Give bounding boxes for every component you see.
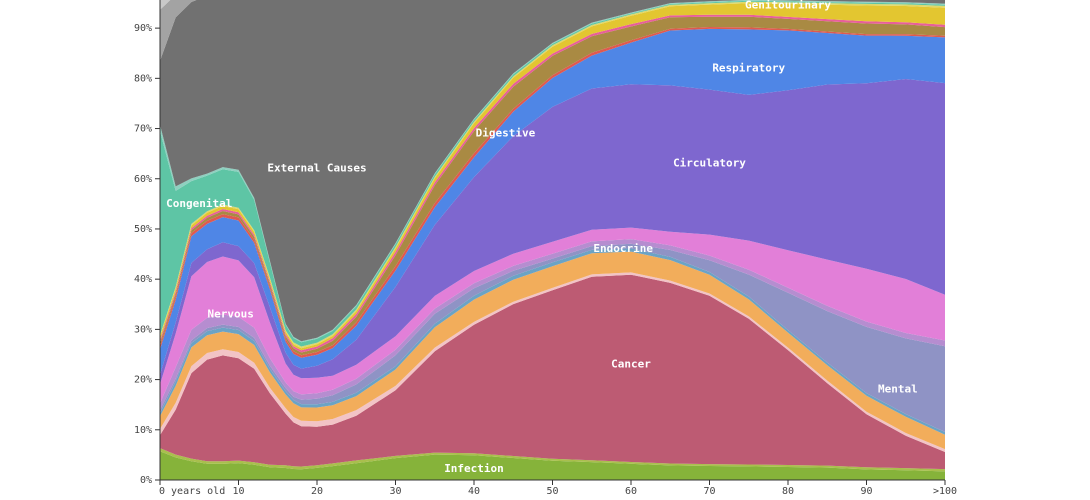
area-band-1[interactable]: [160, 448, 945, 472]
x-axis: 0 years old 10 20 30 40 50 60 70 80 90 >100: [159, 479, 957, 497]
label-endocrine: Endocrine: [593, 242, 653, 255]
area-band-19[interactable]: [160, 0, 945, 61]
area-infection[interactable]: [160, 451, 945, 480]
area-respiratory[interactable]: [160, 28, 945, 375]
y-tick-label: 20%: [134, 375, 152, 386]
y-tick-label: 30%: [134, 324, 152, 335]
area-circulatory[interactable]: [160, 79, 945, 385]
y-tick-label: 60%: [134, 174, 152, 185]
area-band-3[interactable]: [160, 272, 945, 452]
label-genitourinary: Genitourinary: [745, 0, 831, 12]
x-tick-label: 40: [468, 486, 480, 497]
y-tick-label: 70%: [134, 124, 152, 135]
x-tick-label: 80: [782, 486, 794, 497]
y-tick-label: 90%: [134, 23, 152, 34]
label-congenital: Congenital: [166, 197, 232, 210]
area-mental[interactable]: [160, 243, 945, 432]
x-tick-label: 60: [625, 486, 637, 497]
label-respiratory: Respiratory: [712, 61, 785, 74]
area-labels: Infection Cancer Endocrine Mental Nervous Cir…: [166, 0, 918, 475]
x-tick-label: 70: [703, 486, 715, 497]
x-tick-label: 10: [232, 486, 244, 497]
y-tick-label: 80%: [134, 73, 152, 84]
x-tick-label: 50: [546, 486, 558, 497]
x-tick-label: 90: [860, 486, 872, 497]
area-layers: [160, 0, 945, 480]
x-tick-label: 0 years old: [159, 486, 225, 497]
y-tick-label: 0%: [140, 475, 152, 486]
label-digestive: Digestive: [476, 127, 536, 140]
area-band-20[interactable]: [160, 0, 945, 10]
area-cancer[interactable]: [160, 274, 945, 470]
area-endocrine[interactable]: [160, 251, 945, 450]
label-cancer: Cancer: [611, 358, 651, 371]
label-infection: Infection: [444, 462, 504, 475]
label-external-causes: External Causes: [267, 162, 366, 175]
y-tick-label: 40%: [134, 274, 152, 285]
area-external-causes[interactable]: [160, 0, 945, 342]
label-mental: Mental: [878, 383, 918, 396]
x-tick-label: >100: [933, 486, 957, 497]
y-tick-label: 50%: [134, 224, 152, 235]
x-tick-label: 20: [311, 486, 323, 497]
y-tick-label: 10%: [134, 425, 152, 436]
x-tick-label: 30: [389, 486, 401, 497]
label-nervous: Nervous: [207, 307, 253, 320]
label-circulatory: Circulatory: [673, 157, 746, 170]
y-axis: 0% 10% 20% 30% 40% 50% 60% 70% 80% 90%: [134, 0, 161, 486]
